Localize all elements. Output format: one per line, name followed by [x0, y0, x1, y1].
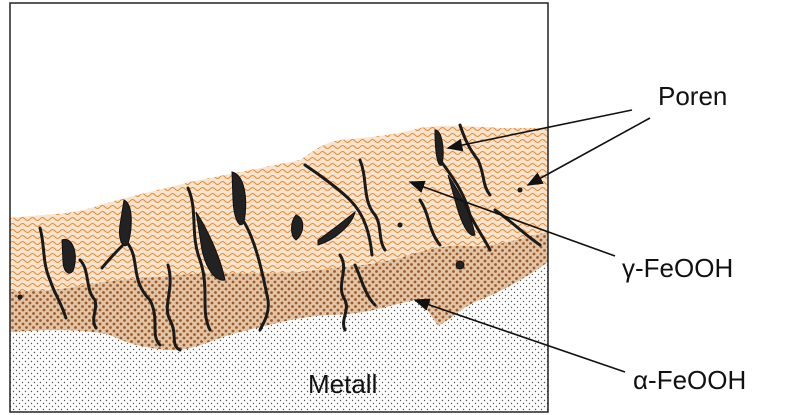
diagram: Poren γ-FeOOH α-FeOOH Metall [0, 0, 787, 415]
page: {"labels": {"pores": "Poren", "gamma": "… [0, 0, 787, 415]
label-metal: Metall [308, 369, 377, 399]
label-gamma: γ-FeOOH [622, 253, 733, 283]
label-alpha: α-FeOOH [633, 365, 746, 395]
label-pores: Poren [658, 81, 727, 111]
